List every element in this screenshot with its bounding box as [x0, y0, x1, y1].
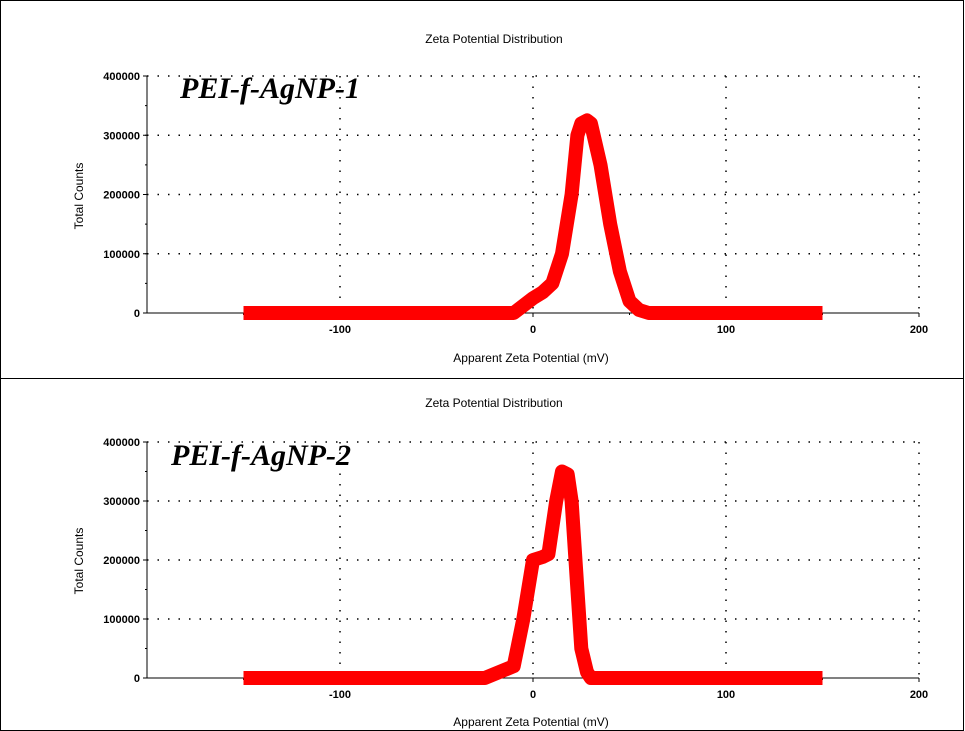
chart-1-x-axis-label: Apparent Zeta Potential (mV): [453, 351, 608, 365]
chart-2-y-tick-label: 400000: [103, 437, 140, 449]
chart-1-x-tick-label: 200: [910, 324, 928, 336]
chart-2-y-tick-label: 0: [134, 673, 140, 685]
chart-1-y-tick-label: 400000: [103, 71, 140, 83]
chart-1-y-tick-label: 100000: [103, 249, 140, 261]
chart-1-sample-label: PEI-f-AgNP-1: [179, 72, 360, 105]
chart-2-plot: 0 100000 200000 300000 400000 -100 0 100 200: [103, 437, 928, 701]
chart-1-y-axis-label: Total Counts: [72, 163, 86, 230]
chart-2-series-line: [243, 464, 823, 685]
chart-2-x-axis-label: Apparent Zeta Potential (mV): [453, 715, 608, 729]
chart-2-x-tick-label: -100: [329, 689, 351, 701]
chart-2-y-tick-label: 100000: [103, 614, 140, 626]
panel-1-frame: [0, 0, 964, 379]
chart-1-x-tick-label: -100: [329, 324, 351, 336]
chart-1-plot: 0 100000 200000 300000 400000 -100 0 100 200: [103, 71, 928, 336]
chart-2-y-tick-label: 200000: [103, 555, 140, 567]
chart-1-y-tick-label: 0: [134, 308, 140, 320]
chart-2-y-axis-label: Total Counts: [72, 528, 86, 595]
chart-2-x-tick-label: 100: [717, 689, 735, 701]
chart-1-title: Zeta Potential Distribution: [425, 32, 562, 46]
chart-1-y-tick-label: 300000: [103, 130, 140, 142]
chart-2-title: Zeta Potential Distribution: [425, 396, 562, 410]
chart-2-sample-label: PEI-f-AgNP-2: [170, 439, 351, 472]
chart-2-x-tick-label: 200: [910, 689, 928, 701]
chart-2-x-tick-label: 0: [530, 689, 536, 701]
chart-1-x-tick-label: 0: [530, 324, 536, 336]
chart-1-y-tick-label: 200000: [103, 190, 140, 202]
chart-1-x-tick-label: 100: [717, 324, 735, 336]
chart-1-series-line: [243, 113, 823, 320]
chart-2-y-tick-label: 300000: [103, 496, 140, 508]
